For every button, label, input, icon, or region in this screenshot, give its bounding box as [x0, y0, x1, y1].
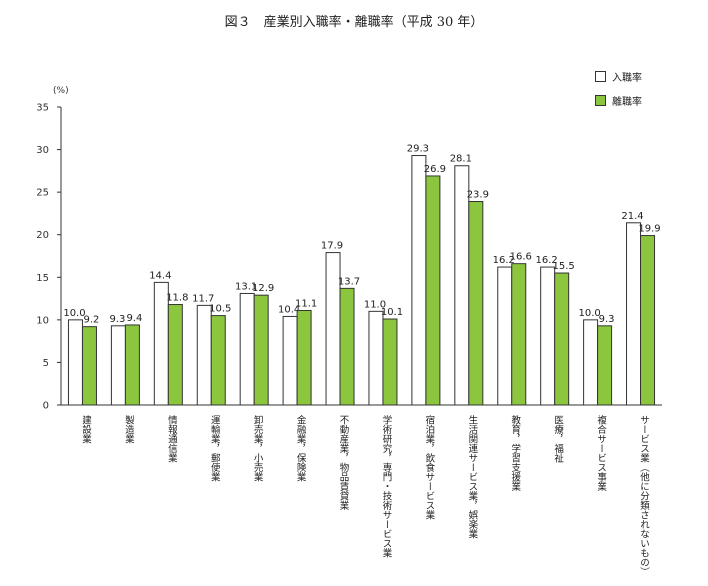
- data-label-hire-rate: 21.4: [621, 211, 643, 222]
- bar-separation-rate: [554, 272, 570, 406]
- y-tick-label: 15: [36, 273, 49, 284]
- x-category-label: 金融業，保険業: [295, 414, 307, 482]
- data-label-separation-rate: 19.9: [638, 224, 660, 235]
- bar-hire-rate: [454, 165, 470, 406]
- y-tick-label: 30: [36, 145, 49, 156]
- bar-hire-rate: [626, 222, 642, 406]
- legend-label-separation: 離職率: [612, 96, 642, 108]
- x-category-label: 学術研究，専門・技術サービス業: [380, 414, 392, 558]
- bar-hire-rate: [411, 155, 427, 406]
- bar-hire-rate: [282, 315, 298, 406]
- x-category-label: サービス業（他に分類されないもの）: [638, 415, 650, 577]
- bar-hire-rate: [239, 292, 255, 406]
- data-label-hire-rate: 14.4: [149, 270, 171, 281]
- bar-separation-rate: [339, 287, 355, 406]
- legend-item-hire: 入職率: [595, 68, 642, 84]
- bar-hire-rate: [368, 310, 384, 406]
- x-category-label: 卸売業，小売業: [252, 414, 264, 482]
- data-label-separation-rate: 10.5: [209, 304, 231, 315]
- bar-hire-rate: [196, 304, 212, 406]
- y-tick-label: 25: [36, 188, 49, 199]
- x-category-label: 宿泊業，飲食サービス業: [423, 414, 435, 520]
- bar-hire-rate: [497, 266, 513, 406]
- bar-separation-rate: [167, 304, 183, 406]
- legend-item-separation: 離職率: [595, 92, 642, 108]
- data-label-hire-rate: 11.7: [192, 293, 214, 304]
- bar-hire-rate: [67, 319, 83, 406]
- bar-separation-rate: [425, 175, 441, 406]
- data-label-hire-rate: 13.1: [235, 281, 257, 292]
- chart-title: 図３ 産業別入職率・離職率（平成 30 年）: [224, 15, 484, 30]
- data-label-separation-rate: 26.9: [424, 164, 446, 175]
- x-category-label: 情報通信業: [166, 414, 178, 463]
- y-tick-label: 10: [36, 315, 49, 326]
- x-category-label: 医療，福祉: [552, 415, 564, 463]
- chart-legend: 入職率 離職率: [595, 68, 642, 116]
- data-label-separation-rate: 15.5: [553, 261, 575, 272]
- x-category-label: 運輸業，郵便業: [209, 415, 221, 482]
- bar-hire-rate: [110, 325, 126, 406]
- data-label-separation-rate: 9.3: [599, 314, 615, 325]
- data-label-hire-rate: 9.3: [109, 314, 125, 325]
- x-category-label: 不動産業，物品賃貸業: [338, 415, 350, 511]
- x-category-label: 建設業: [80, 414, 92, 444]
- bar-separation-rate: [296, 309, 312, 406]
- data-label-hire-rate: 29.3: [407, 144, 429, 155]
- bar-hire-rate: [583, 319, 599, 406]
- data-label-separation-rate: 11.1: [295, 298, 317, 309]
- data-label-separation-rate: 10.1: [381, 307, 403, 318]
- data-label-separation-rate: 9.4: [126, 313, 142, 324]
- data-label-hire-rate: 10.0: [63, 308, 85, 319]
- legend-label-hire: 入職率: [612, 72, 642, 84]
- y-tick-label: 20: [36, 230, 49, 241]
- y-tick-label: 35: [36, 103, 49, 114]
- bar-separation-rate: [640, 235, 656, 406]
- x-category-label: 複合サービス事業: [595, 414, 607, 492]
- bar-separation-rate: [253, 294, 269, 406]
- data-label-separation-rate: 23.9: [467, 190, 489, 201]
- bar-separation-rate: [597, 325, 613, 406]
- data-label-separation-rate: 13.7: [338, 276, 360, 287]
- data-label-hire-rate: 28.1: [450, 154, 472, 165]
- bar-separation-rate: [124, 324, 140, 406]
- data-label-hire-rate: 10.4: [278, 304, 300, 315]
- bar-separation-rate: [468, 201, 484, 406]
- bar-hire-rate: [540, 266, 556, 406]
- y-tick-label: 5: [43, 358, 49, 369]
- y-tick-label: 0: [43, 401, 49, 412]
- bar-separation-rate: [382, 318, 398, 406]
- legend-swatch-separation: [595, 94, 606, 106]
- bar-separation-rate: [81, 326, 97, 406]
- x-category-label: 製造業: [123, 414, 135, 444]
- bar-separation-rate: [511, 263, 527, 406]
- x-category-label: 生活関連サービス業，娯楽業: [466, 414, 478, 539]
- data-label-separation-rate: 12.9: [252, 283, 274, 294]
- data-label-separation-rate: 16.6: [510, 252, 532, 263]
- data-label-hire-rate: 16.2: [493, 255, 515, 266]
- data-label-separation-rate: 11.8: [166, 293, 188, 304]
- data-label-separation-rate: 9.2: [84, 315, 100, 326]
- data-label-hire-rate: 10.0: [578, 308, 600, 319]
- data-label-hire-rate: 17.9: [321, 241, 343, 252]
- data-label-hire-rate: 11.0: [364, 299, 386, 310]
- legend-swatch-hire: [595, 70, 606, 82]
- x-category-label: 教育，学習支援業: [509, 414, 521, 492]
- data-label-hire-rate: 16.2: [536, 255, 558, 266]
- y-axis-unit-label: (%): [53, 86, 69, 96]
- bar-separation-rate: [210, 315, 226, 406]
